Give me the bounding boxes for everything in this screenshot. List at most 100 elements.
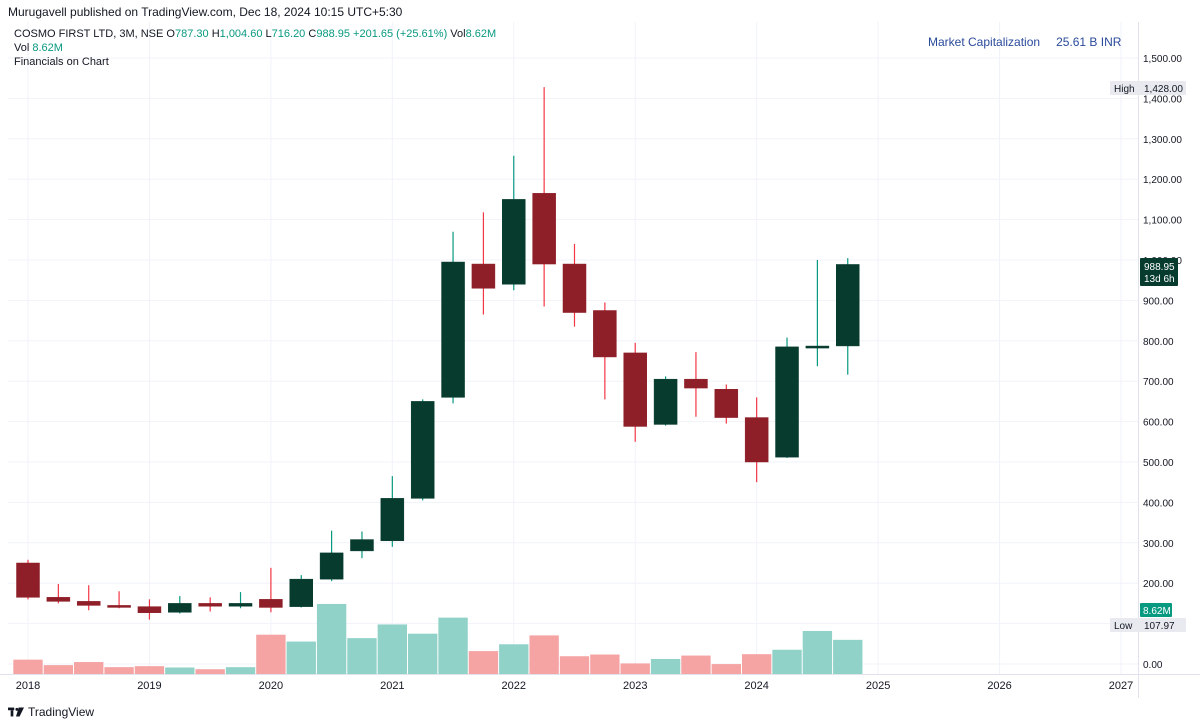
price-tick-label: 300.00 (1143, 539, 1174, 550)
volume-bar (347, 638, 377, 674)
volume-bars (13, 603, 863, 674)
candle-body (350, 539, 374, 552)
high-tag-label: High (1114, 84, 1135, 95)
time-tick-label: 2019 (137, 680, 161, 692)
candle-body (714, 389, 739, 418)
candle-body (289, 578, 313, 607)
last-price-value: 988.95 (1144, 262, 1175, 273)
volume-indicator-value: 8.62M (32, 42, 63, 54)
volume-bar (772, 649, 802, 674)
low-tag-label: Low (1114, 621, 1133, 632)
candle-body (593, 310, 617, 358)
volume-tag-value: 8.62M (1143, 606, 1171, 617)
footer-brand[interactable]: TradingView (8, 705, 94, 719)
volume-bar (74, 662, 104, 674)
market-cap-label: Market Capitalization (928, 35, 1041, 49)
chart-canvas[interactable]: 0.00100.00200.00300.00400.00500.00600.00… (0, 22, 1200, 698)
candlesticks (16, 87, 860, 620)
symbol-name[interactable]: COSMO FIRST LTD, 3M, NSE (14, 28, 164, 40)
price-tick-label: 700.00 (1143, 377, 1174, 388)
candle-body (684, 378, 708, 389)
change-value: +201.65 (+25.61%) (353, 28, 448, 40)
time-tick-label: 2023 (623, 680, 647, 692)
market-cap-value: 25.61 B (1056, 35, 1098, 49)
volume-bar (286, 641, 316, 674)
volume-bar (833, 639, 863, 674)
volume-bar (316, 603, 347, 674)
candle-body (744, 417, 769, 463)
candle-body (137, 606, 162, 613)
candle-body (46, 597, 71, 602)
volume-bar (256, 634, 286, 674)
market-cap-currency: INR (1100, 35, 1122, 49)
volume-bar (499, 644, 529, 674)
volume-bar (377, 624, 408, 674)
volume-indicator-label[interactable]: Vol (14, 42, 30, 54)
volume-bar (711, 664, 741, 674)
volume-bar (104, 667, 134, 674)
publisher-line: Murugavell published on TradingView.com,… (8, 5, 403, 19)
candle-body (168, 603, 192, 613)
time-tick-label: 2018 (16, 680, 40, 692)
price-axis[interactable]: 0.00100.00200.00300.00400.00500.00600.00… (1143, 54, 1182, 671)
candle-body (502, 199, 526, 285)
candle-body (228, 603, 253, 607)
volume-tag: 8.62M (1140, 603, 1172, 617)
high-label: H (211, 28, 220, 40)
high-tag-value: 1,428.00 (1144, 84, 1183, 95)
candle-body (441, 261, 465, 398)
grid-lines (8, 22, 1138, 674)
volume-bar (559, 656, 590, 674)
open-label: O (166, 28, 175, 40)
low-tag: Low 107.97 (1110, 618, 1186, 632)
volume-bar (195, 669, 225, 674)
footer-brand-label: TradingView (28, 705, 95, 719)
price-tick-label: 0.00 (1143, 660, 1163, 671)
price-tick-label: 1,500.00 (1143, 54, 1182, 65)
time-tick-label: 2027 (1109, 680, 1133, 692)
low-tag-value: 107.97 (1144, 621, 1175, 632)
countdown-value: 13d 6h (1144, 274, 1175, 285)
volume-bar (650, 658, 681, 674)
financials-label[interactable]: Financials on Chart (14, 56, 109, 68)
high-value: 1,004.60 (219, 28, 263, 40)
volume-bar (590, 654, 620, 674)
price-tick-label: 600.00 (1143, 418, 1174, 429)
volume-bar (741, 654, 772, 674)
candle-body (471, 263, 496, 289)
low-value: 716.20 (271, 28, 306, 40)
price-tick-label: 500.00 (1143, 458, 1174, 469)
price-tick-label: 400.00 (1143, 498, 1174, 509)
candle-body (107, 605, 131, 608)
time-axis[interactable]: 2018 2019 2020 2021 2022 2023 2024 2025 2026 2027 (16, 680, 1133, 692)
volume-bar (165, 667, 195, 674)
candle-body (836, 264, 860, 347)
close-label: C (308, 28, 317, 40)
candle-body (623, 352, 647, 427)
price-tick-label: 200.00 (1143, 579, 1174, 590)
candle-body (532, 193, 556, 265)
candle-body (775, 346, 799, 458)
volume-row: Vol 8.62M (14, 41, 496, 55)
candle-body (76, 601, 101, 606)
volume-bar (802, 630, 833, 674)
vol-value: 8.62M (465, 28, 497, 40)
financials-row[interactable]: Financials on Chart (14, 55, 496, 69)
candle-body (562, 263, 587, 313)
volume-bar (529, 635, 559, 674)
price-tick-label: 1,100.00 (1143, 216, 1182, 227)
time-tick-label: 2020 (259, 680, 283, 692)
volume-bar (134, 666, 165, 674)
market-cap-overlay: Market Capitalization 25.61 B INR (928, 35, 1121, 49)
high-tag: High 1,428.00 (1110, 81, 1186, 95)
time-tick-label: 2026 (987, 680, 1011, 692)
ohlc-row: COSMO FIRST LTD, 3M, NSE O787.30 H1,004.… (14, 27, 496, 41)
candle-body (259, 599, 283, 608)
candle-body (319, 552, 344, 580)
candle-body (380, 498, 405, 542)
candle-body (198, 603, 222, 607)
price-tick-label: 1,300.00 (1143, 135, 1182, 146)
price-tick-label: 800.00 (1143, 337, 1174, 348)
open-value: 787.30 (174, 28, 209, 40)
chart-legend: COSMO FIRST LTD, 3M, NSE O787.30 H1,004.… (14, 27, 496, 69)
